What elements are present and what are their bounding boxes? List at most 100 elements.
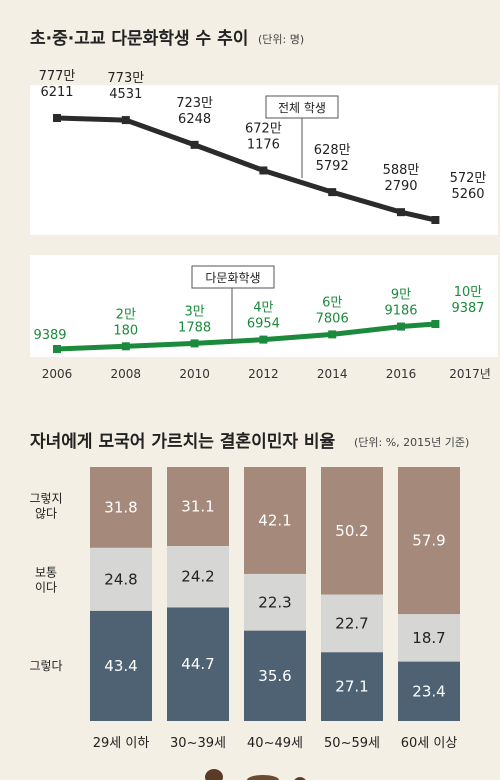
label-multicultural-2016-a: 9만 [391,288,411,303]
point-multicultural-2006 [53,345,61,353]
point-total-2008 [121,116,130,125]
bar-1-value-0: 44.7 [181,655,214,673]
row-label-yes: 그렇다 [29,658,62,673]
point-multicultural-2016 [397,322,405,331]
label-multicultural-2008-a: 2만 [116,307,136,322]
bar-3-value-0: 27.1 [335,678,368,696]
bar-chart-title: 자녀에게 모국어 가르치는 결혼이민자 비율 [30,431,336,452]
bar-0-seg-1 [90,547,152,611]
bar-0-value-2: 31.8 [104,498,137,516]
bar-4-seg-0 [398,661,460,721]
bar-4-seg-1 [398,614,460,662]
x-axis: 2006 2008 2010 2012 2014 2016 2017년 [42,367,491,381]
stacked-bars: 43.4 24.8 31.8 44.7 24.2 31.1 35.6 22.3 42.1 27.1… [90,467,460,721]
label-total-2006-a: 777만 [39,69,76,84]
label-total-2008-b: 4531 [109,87,142,102]
bar-2-value-1: 22.3 [258,593,291,611]
label-total-2014-a: 628만 [314,143,351,158]
x-tick-2017: 2017년 [449,367,491,381]
tag-total-students: 전체 학생 [265,95,339,178]
label-multicultural-2014-a: 6만 [322,295,342,310]
tag-total-label: 전체 학생 [278,101,326,115]
bar-2-seg-1 [244,573,306,631]
category-1: 30~39세 [170,736,226,751]
x-tick-2016: 2016 [386,367,417,381]
x-tick-2006: 2006 [42,367,73,381]
label-multicultural-2006-b: 9389 [33,328,66,343]
bar-4-value-0: 23.4 [412,682,445,700]
row-label-no-b: 않다 [35,506,57,520]
bar-4-seg-2 [398,467,460,615]
bar-2-value-0: 35.6 [258,667,291,685]
label-multicultural-2008-b: 180 [113,323,138,338]
point-multicultural-2008 [121,342,130,351]
category-0: 29세 이하 [93,736,150,751]
label-total-2017-a: 572만 [450,171,487,186]
point-total-2006 [53,114,61,122]
bar-1-seg-2 [167,467,229,546]
bar-1-seg-1 [167,545,229,608]
bar-3-value-1: 22.7 [335,614,368,632]
bar-3-seg-0 [321,652,383,721]
label-multicultural-2017-a: 10만 [454,285,483,300]
point-multicultural-2012 [259,335,268,344]
illustration-figure [205,769,306,780]
bar-0-seg-2 [90,467,152,548]
bar-0-seg-0 [90,610,152,721]
label-total-2014-b: 5792 [316,159,349,174]
row-label-neutral-a: 보통 [35,565,57,579]
bar-2-seg-0 [244,630,306,721]
point-total-2014 [328,188,337,197]
label-multicultural-2017-b: 9387 [451,301,484,316]
bar-3-seg-2 [321,467,383,595]
label-total-2012-b: 1176 [247,137,280,152]
tag-multicultural-label: 다문화학생 [205,271,260,285]
label-multicultural-2014-b: 7806 [316,311,349,326]
bar-chart-unit: (단위: %, 2015년 기준) [354,436,469,449]
x-tick-2008: 2008 [111,367,142,381]
label-multicultural-2016-b: 9186 [384,304,417,319]
label-total-2010-b: 6248 [178,112,211,127]
bar-3-seg-1 [321,594,383,653]
label-total-2006-b: 6211 [40,85,73,100]
bar-0-value-1: 24.8 [104,570,137,588]
label-total-2016-b: 2790 [384,179,417,194]
label-total-2008-a: 773만 [107,71,144,86]
x-tick-2014: 2014 [317,367,348,381]
category-3: 50~59세 [324,736,380,751]
bar-0-value-0: 43.4 [104,657,137,675]
bar-2-value-2: 42.1 [258,511,291,529]
bar-2-seg-2 [244,467,306,574]
point-total-2010 [190,140,199,149]
row-label-neutral-b: 이다 [35,580,57,594]
category-2: 40~49세 [247,736,303,751]
line-chart-title: 초·중·고교 다문화학생 수 추이 [30,29,248,49]
category-4: 60세 이상 [401,736,458,751]
x-tick-2012: 2012 [248,367,279,381]
tag-multicultural-students: 다문화학생 [191,265,275,340]
label-total-2017-b: 5260 [451,187,484,202]
point-multicultural-2014 [328,330,337,339]
label-multicultural-2010-a: 3만 [184,304,204,319]
point-multicultural-2017 [431,320,440,328]
label-multicultural-2010-b: 1788 [178,320,211,335]
label-total-2010-a: 723만 [176,96,213,111]
point-total-2017 [431,216,440,224]
point-total-2016 [397,208,405,217]
label-multicultural-2012-a: 4만 [253,301,273,316]
bar-4-value-2: 57.9 [412,532,445,550]
row-label-no-a: 그렇지 [29,490,62,505]
bar-1-seg-0 [167,607,229,721]
label-multicultural-2012-b: 6954 [247,317,280,332]
category-labels: 29세 이하 30~39세 40~49세 50~59세 60세 이상 [93,736,458,751]
upper-panel [30,85,498,235]
x-tick-2010: 2010 [179,367,210,381]
label-total-2012-a: 672만 [245,121,282,136]
bar-3-value-2: 50.2 [335,522,368,540]
bar-1-value-2: 31.1 [181,497,214,515]
bar-4-value-1: 18.7 [412,629,445,647]
